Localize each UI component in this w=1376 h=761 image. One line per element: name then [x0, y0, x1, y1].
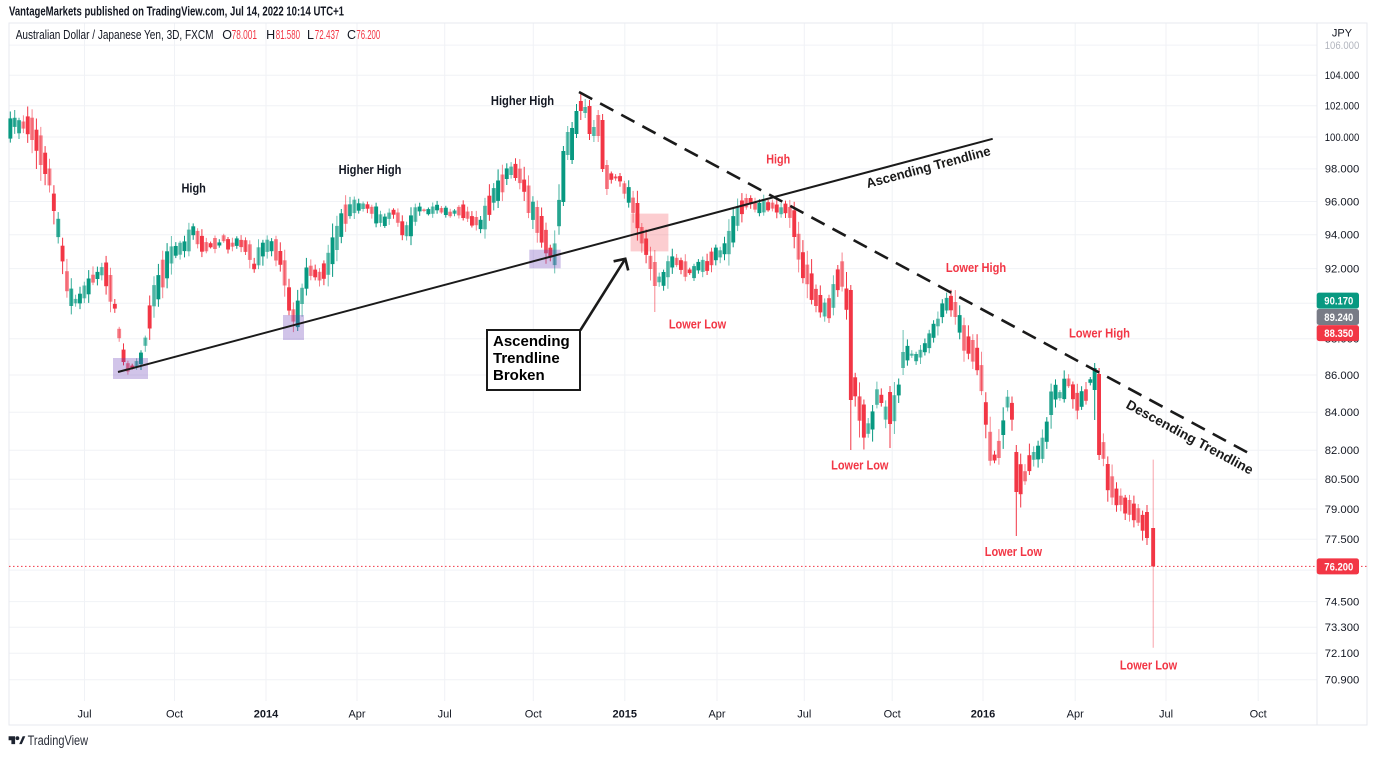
svg-text:Apr: Apr: [708, 709, 725, 721]
svg-text:Lower Low: Lower Low: [1120, 658, 1178, 673]
svg-text:Lower High: Lower High: [1069, 326, 1130, 341]
svg-text:Trendline: Trendline: [493, 350, 560, 367]
svg-text:Higher High: Higher High: [339, 162, 402, 177]
svg-text:Oct: Oct: [884, 709, 901, 721]
svg-text:Ascending: Ascending: [493, 333, 570, 350]
svg-text:98.000: 98.000: [1325, 164, 1360, 176]
svg-text:79.000: 79.000: [1325, 504, 1360, 516]
svg-text:H: H: [266, 28, 275, 42]
svg-text:92.000: 92.000: [1325, 263, 1360, 275]
svg-text:2014: 2014: [254, 709, 279, 721]
svg-text:86.000: 86.000: [1325, 370, 1360, 382]
svg-text:106.000: 106.000: [1325, 40, 1360, 52]
svg-text:80.500: 80.500: [1325, 474, 1360, 486]
svg-text:76.200: 76.200: [1324, 561, 1353, 573]
svg-text:Apr: Apr: [348, 709, 365, 721]
svg-text:81.580: 81.580: [276, 28, 300, 42]
svg-text:76.200: 76.200: [356, 28, 380, 42]
svg-text:84.000: 84.000: [1325, 407, 1360, 419]
svg-text:102.000: 102.000: [1325, 101, 1360, 113]
svg-text:2016: 2016: [971, 709, 995, 721]
svg-text:Lower Low: Lower Low: [669, 317, 727, 332]
svg-text:Oct: Oct: [1250, 709, 1267, 721]
svg-text:Jul: Jul: [77, 709, 91, 721]
svg-text:78.001: 78.001: [232, 28, 257, 42]
svg-text:77.500: 77.500: [1325, 534, 1360, 546]
svg-text:94.000: 94.000: [1325, 230, 1360, 242]
svg-text:Australian Dollar / Japanese Y: Australian Dollar / Japanese Yen, 3D, FX…: [16, 28, 214, 42]
svg-text:89.240: 89.240: [1324, 312, 1353, 324]
svg-text:High: High: [182, 180, 206, 195]
svg-text:JPY: JPY: [1332, 28, 1353, 40]
svg-text:Broken: Broken: [493, 367, 545, 384]
svg-text:70.900: 70.900: [1325, 675, 1360, 687]
svg-text:L: L: [307, 28, 314, 42]
svg-text:VantageMarkets published on Tr: VantageMarkets published on TradingView.…: [9, 5, 344, 19]
svg-text:96.000: 96.000: [1325, 196, 1360, 208]
svg-text:72.100: 72.100: [1325, 648, 1360, 660]
svg-text:104.000: 104.000: [1325, 70, 1360, 82]
svg-text:2015: 2015: [613, 709, 637, 721]
svg-text:C: C: [347, 28, 356, 42]
svg-text:Oct: Oct: [525, 709, 542, 721]
svg-text:Jul: Jul: [438, 709, 452, 721]
svg-text:Apr: Apr: [1067, 709, 1084, 721]
svg-text:Lower High: Lower High: [946, 260, 1006, 275]
svg-text:Lower Low: Lower Low: [831, 458, 889, 473]
svg-text:100.000: 100.000: [1325, 132, 1360, 144]
svg-text:Jul: Jul: [1159, 709, 1173, 721]
svg-text:73.300: 73.300: [1325, 622, 1360, 634]
svg-text:High: High: [766, 151, 790, 166]
svg-text:90.170: 90.170: [1324, 296, 1353, 308]
svg-text:Higher High: Higher High: [491, 93, 554, 108]
svg-text:72.437: 72.437: [315, 28, 340, 42]
svg-text:82.000: 82.000: [1325, 445, 1360, 457]
svg-text:Oct: Oct: [166, 709, 183, 721]
svg-text:O: O: [222, 28, 232, 42]
svg-text:74.500: 74.500: [1325, 596, 1360, 608]
svg-text:88.350: 88.350: [1324, 328, 1353, 340]
svg-text:Jul: Jul: [797, 709, 811, 721]
svg-text:TradingView: TradingView: [28, 733, 89, 748]
svg-text:Lower Low: Lower Low: [985, 544, 1043, 559]
